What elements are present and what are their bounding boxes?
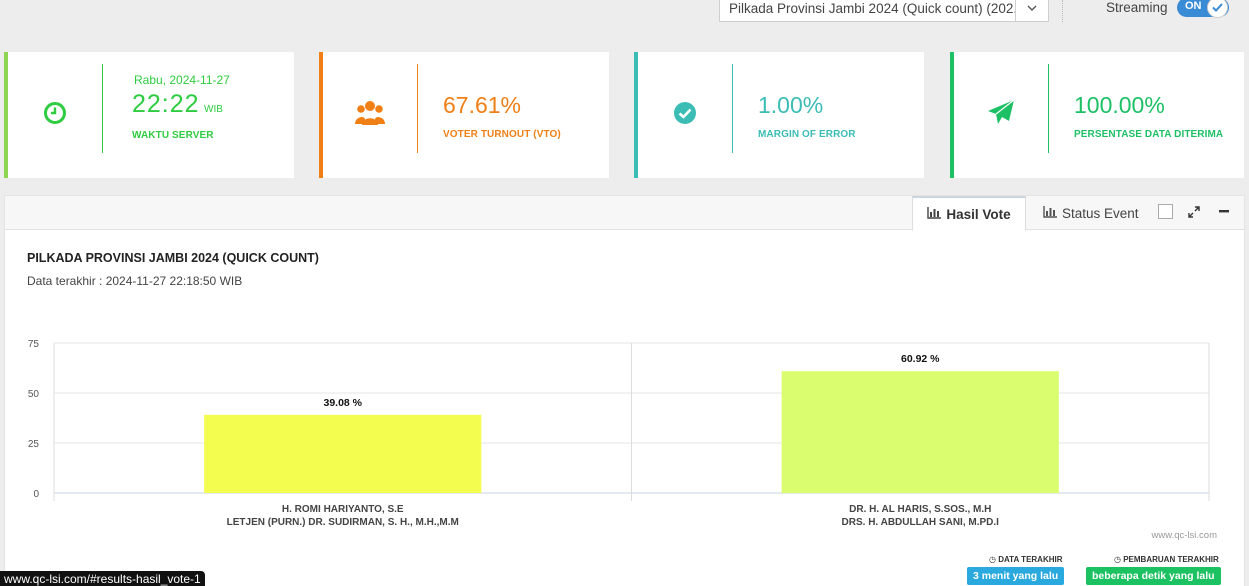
paper-plane-icon <box>986 98 1016 128</box>
server-date: Rabu, 2024-11-27 <box>134 73 230 87</box>
panel-header: Hasil Vote Status Event <box>5 196 1244 231</box>
y-tick-label: 75 <box>28 339 40 350</box>
data-received-value: 100.00% <box>1074 92 1165 118</box>
card-divider <box>102 64 103 153</box>
server-time-card: Rabu, 2024-11-27 22:22 WIB WAKTU SERVER <box>4 52 294 178</box>
last-data-label-text: DATA TERAKHIR <box>998 555 1063 564</box>
margin-of-error-label: MARGIN OF ERROR <box>758 129 856 140</box>
minimize-icon[interactable] <box>1219 210 1229 213</box>
margin-of-error-card: 1.00% MARGIN OF ERROR <box>634 52 924 178</box>
card-divider <box>417 64 418 153</box>
tab-hasil-vote[interactable]: Hasil Vote <box>912 196 1026 231</box>
bar-chart-icon <box>1043 205 1057 221</box>
streaming-toggle[interactable]: ON <box>1177 0 1229 18</box>
clock-icon <box>40 98 70 128</box>
bar-data-label: 60.92 % <box>901 353 940 365</box>
event-select[interactable]: Pilkada Provinsi Jambi 2024 (Quick count… <box>719 0 1049 22</box>
checkbox[interactable] <box>1158 204 1173 219</box>
last-data-badge: 3 menit yang lalu <box>967 567 1065 585</box>
results-panel: Hasil Vote Status Event PILKADA PROVINSI… <box>4 195 1245 586</box>
divider <box>1062 0 1063 22</box>
x-category-label: LETJEN (PURN.) DR. SUDIRMAN, S. H., M.H.… <box>227 517 459 528</box>
bar-chart-icon <box>927 206 942 222</box>
voter-turnout-card: 67.61% VOTER TURNOUT (VTO) <box>319 52 609 178</box>
tab-status-event-label: Status Event <box>1062 205 1139 221</box>
data-received-card: 100.00% PERSENTASE DATA DITERIMA <box>950 52 1244 178</box>
y-tick-label: 25 <box>28 439 40 450</box>
y-tick-label: 0 <box>33 489 39 500</box>
bar-data-label: 39.08 % <box>323 397 362 409</box>
last-update-badge: beberapa detik yang lalu <box>1086 567 1221 585</box>
event-select-value: Pilkada Provinsi Jambi 2024 (Quick count… <box>729 0 1015 16</box>
margin-of-error-value: 1.00% <box>758 92 824 118</box>
chart-title: PILKADA PROVINSI JAMBI 2024 (QUICK COUNT… <box>27 251 319 265</box>
data-received-label: PERSENTASE DATA DITERIMA <box>1074 129 1224 140</box>
last-data-label: ◷ DATA TERAKHIR <box>989 555 1063 564</box>
clock-icon: ◷ <box>1114 555 1121 564</box>
bar <box>204 414 482 493</box>
server-time-unit: WIB <box>204 104 223 115</box>
chart-credit[interactable]: www.qc-lsi.com <box>1151 530 1217 541</box>
streaming-toggle-state: ON <box>1185 0 1202 12</box>
check-icon <box>1207 0 1228 18</box>
status-bar-url: www.qc-lsi.com/#results-hasil_vote-1 <box>0 571 205 586</box>
tab-hasil-vote-label: Hasil Vote <box>946 206 1011 222</box>
card-divider <box>732 64 733 153</box>
users-icon <box>355 98 385 128</box>
chevron-down-icon[interactable] <box>1015 0 1048 21</box>
expand-icon[interactable] <box>1188 206 1200 218</box>
x-category-label: DR. H. AL HARIS, S.SOS., M.H <box>849 504 991 515</box>
check-circle-icon <box>670 98 700 128</box>
streaming-label: Streaming <box>1106 0 1168 15</box>
server-time-value: 22:22 <box>132 90 200 118</box>
chart-subtitle: Data terakhir : 2024-11-27 22:18:50 WIB <box>27 274 243 288</box>
voter-turnout-value: 67.61% <box>443 92 522 118</box>
x-category-label: DRS. H. ABDULLAH SANI, M.PD.I <box>842 517 1000 528</box>
last-update-label: ◷ PEMBARUAN TERAKHIR <box>1114 555 1219 564</box>
card-divider <box>1048 64 1049 153</box>
server-time-label: WAKTU SERVER <box>132 130 214 141</box>
clock-icon: ◷ <box>989 555 996 564</box>
bar <box>781 371 1059 493</box>
last-update-label-text: PEMBARUAN TERAKHIR <box>1123 555 1219 564</box>
voter-turnout-label: VOTER TURNOUT (VTO) <box>443 129 561 140</box>
y-tick-label: 50 <box>28 389 40 400</box>
x-category-label: H. ROMI HARIYANTO, S.E <box>282 504 404 515</box>
server-time: 22:22 WIB <box>132 90 223 119</box>
vote-bar-chart: 0 25 50 75 39.08 % H. ROMI HARIYANTO, S.E LETJ… <box>28 339 1210 528</box>
tab-status-event[interactable]: Status Event <box>1043 196 1139 230</box>
